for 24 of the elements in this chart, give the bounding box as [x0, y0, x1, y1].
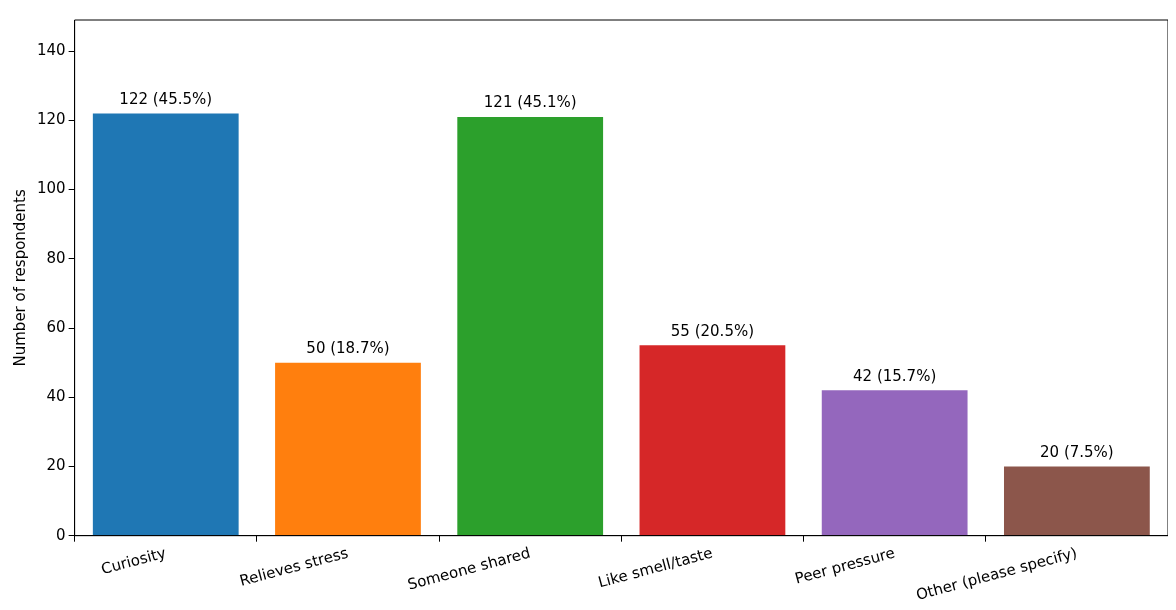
bar	[1004, 466, 1150, 536]
data-label: 20 (7.5%)	[1040, 442, 1114, 461]
y-tick-label: 120	[36, 110, 66, 129]
x-tick-label: Relieves stress	[237, 543, 351, 590]
bar	[639, 345, 786, 536]
bar	[92, 113, 239, 536]
data-label: 122 (45.5%)	[119, 89, 213, 108]
x-tick-label: Curiosity	[99, 543, 168, 579]
bar	[821, 390, 968, 536]
y-tick-label: 60	[46, 317, 66, 336]
y-tick-label: 0	[56, 525, 66, 544]
data-label: 121 (45.1%)	[483, 93, 577, 112]
y-tick-label: 140	[36, 41, 66, 60]
y-axis-title: Number of respondents	[10, 189, 29, 367]
y-tick-label: 100	[36, 179, 66, 198]
bar	[275, 362, 421, 536]
data-label: 50 (18.7%)	[306, 339, 390, 358]
data-label: 42 (15.7%)	[853, 366, 937, 385]
y-tick-label: 80	[46, 248, 66, 267]
data-label: 55 (20.5%)	[670, 321, 755, 340]
bar	[457, 116, 604, 536]
y-tick-label: 20	[46, 456, 66, 475]
y-tick-label: 40	[46, 387, 66, 406]
x-tick-label: Someone shared	[405, 543, 533, 594]
